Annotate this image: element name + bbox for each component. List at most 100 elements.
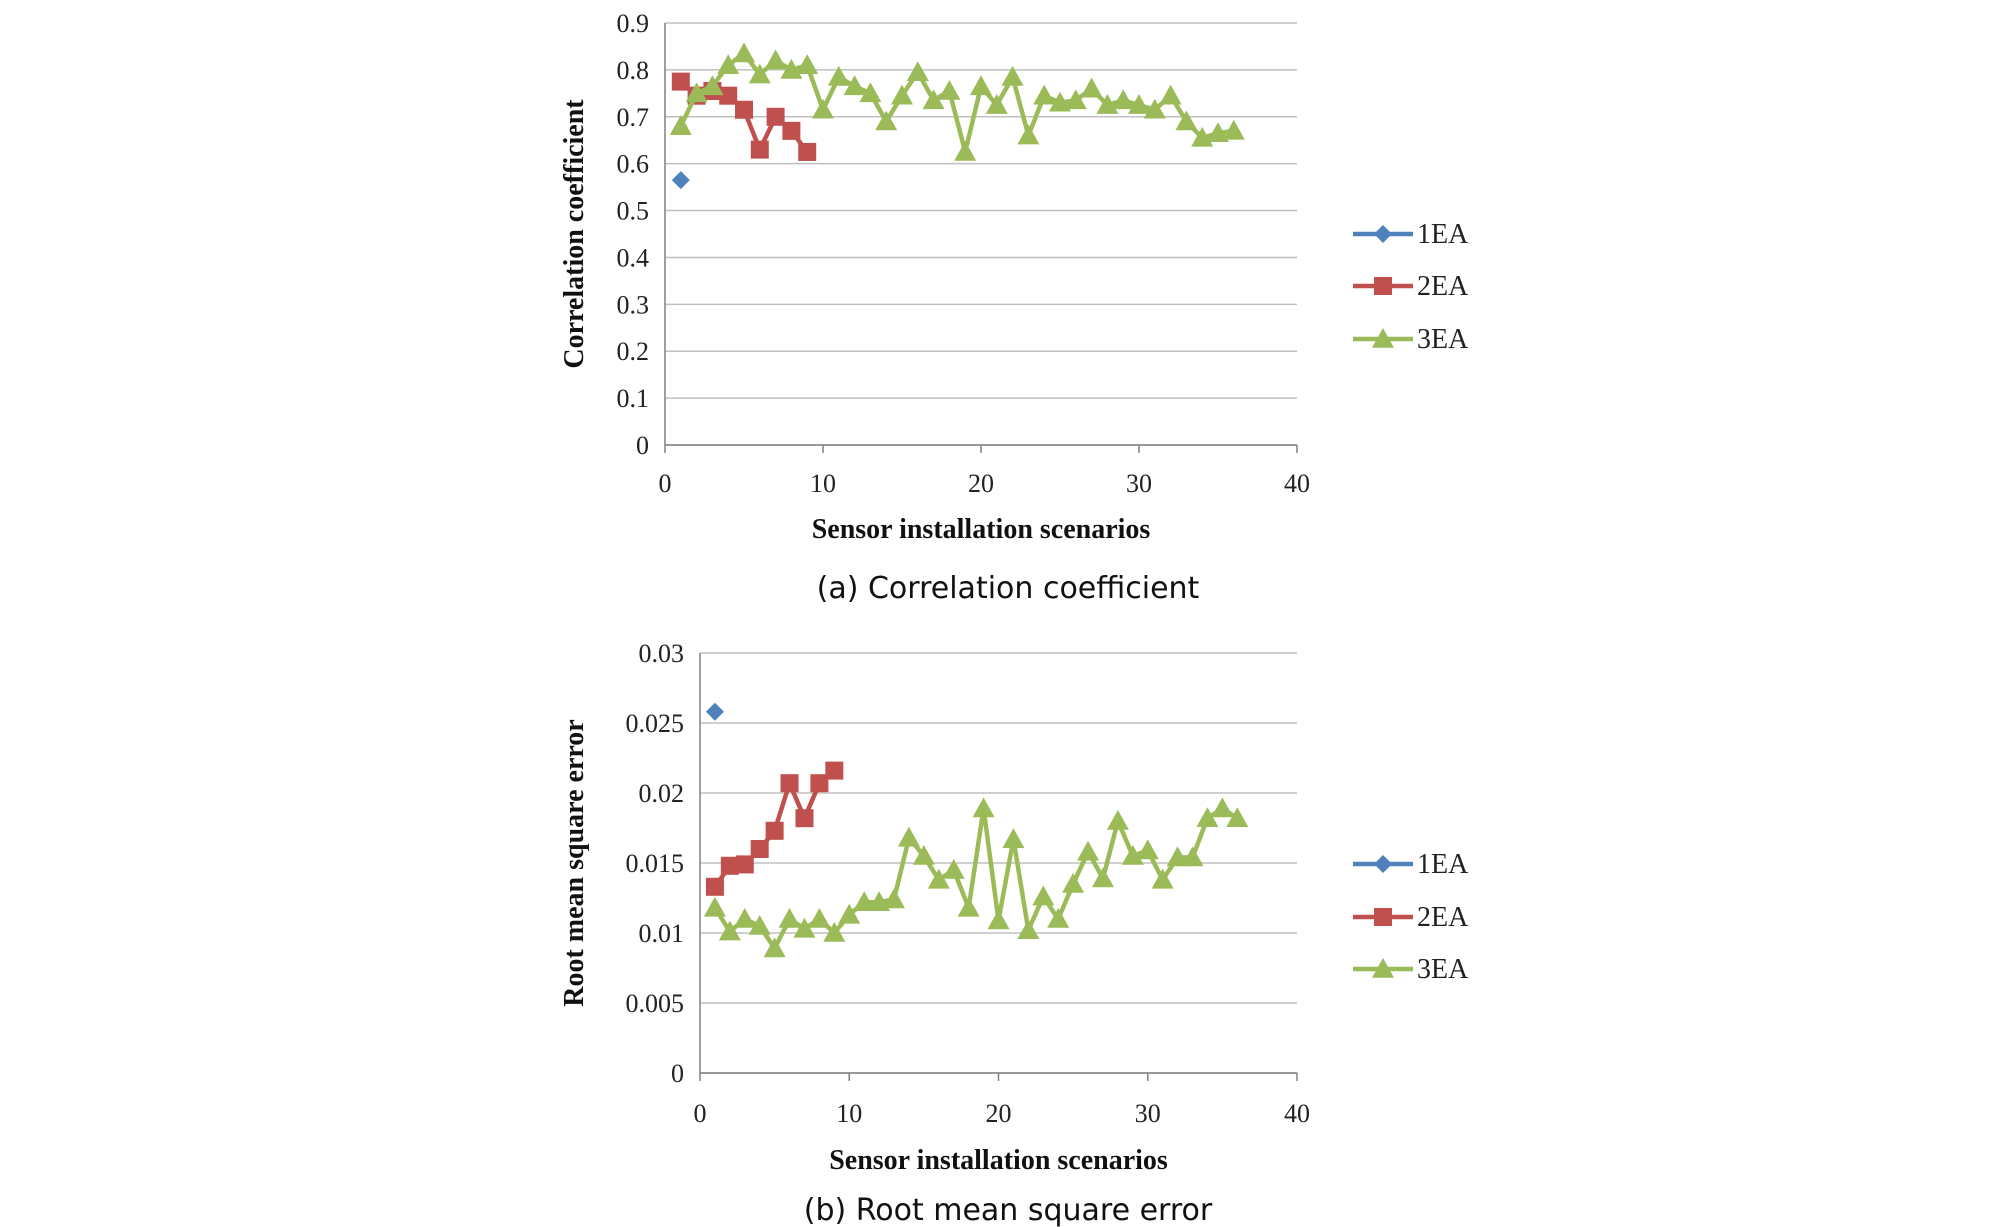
y-tick-label: 0 [671,1059,684,1088]
chart-a: 0 0.1 0.2 0.3 0.4 0.5 0.6 0.7 0.8 0.9 0 10 20 30 40 Sen… [559,9,1469,606]
data-point [750,140,769,159]
data-point [733,908,756,928]
data-point [733,42,755,63]
legend-label: 3EA [1417,954,1469,985]
data-point [843,75,866,96]
data-point [705,877,724,896]
legend-marker [1374,855,1392,873]
data-point [938,79,961,100]
data-point [1211,797,1234,818]
data-point [1062,873,1085,893]
data-point [1077,840,1100,861]
data-point [795,809,814,828]
data-point [782,121,801,140]
data-point [703,896,726,917]
x-tick-label: 0 [694,1099,707,1128]
data-point [1136,839,1159,860]
x-axis-title: Sensor installation scenarios [829,1145,1168,1176]
y-tick-label: 0.8 [617,56,650,85]
data-point [912,845,935,865]
y-tick-label: 0.7 [617,103,650,132]
y-tick-label: 0.015 [626,849,685,878]
data-point [669,115,692,135]
x-tick-label: 30 [1135,1099,1161,1128]
x-tick-label: 20 [986,1099,1012,1128]
data-point [875,110,898,131]
y-tick-label: 0.025 [626,709,685,738]
y-tick-label: 0.005 [626,989,685,1018]
legend-label: 2EA [1417,902,1469,933]
data-point [825,761,844,780]
data-point [954,140,977,161]
data-point [827,65,850,86]
data-point [1207,122,1229,142]
y-tick-label: 0.4 [617,243,650,272]
data-point [765,821,784,840]
data-point [1017,124,1040,145]
data-point [1064,89,1087,110]
data-point [810,774,829,793]
data-point [748,63,771,84]
data-point [972,797,995,818]
data-point [859,82,882,103]
data-point [942,859,965,879]
data-point [1159,84,1182,105]
data-point [1226,807,1249,827]
data-point [780,774,799,793]
data-point [1033,84,1056,105]
data-point [717,54,740,74]
y-axis-title: Correlation coefficient [559,99,590,369]
data-point [985,94,1008,114]
series-2ea [705,761,844,896]
y-tick-label: 0 [636,431,649,460]
data-point [906,61,929,82]
legend-marker [1374,908,1392,926]
data-point [922,89,945,110]
series-1ea [705,702,724,721]
data-point [1196,807,1219,827]
series-3ea [703,797,1249,958]
data-point [748,915,771,935]
data-point [1002,828,1025,848]
x-tick-label: 10 [836,1099,862,1128]
figure-caption: (a) Correlation coefficient [817,571,1200,606]
series-3ea [669,42,1245,161]
data-point [793,917,816,938]
legend-item-3ea: 3EA [1353,954,1469,985]
data-point [720,856,739,875]
data-point [718,920,741,941]
data-point [766,107,785,126]
data-point [812,98,834,119]
data-point [897,826,920,847]
legend-marker [1372,958,1394,978]
y-tick-label: 0.9 [617,9,650,38]
data-point [701,75,724,96]
data-point [1151,868,1174,889]
chart-b: 0 0.005 0.01 0.015 0.02 0.025 0.03 0 10 20 30 40 Sen… [559,639,1469,1227]
data-point [1128,94,1150,114]
y-tick-label: 0.5 [617,197,650,226]
data-point [1091,867,1114,888]
data-point [705,702,724,721]
legend-item-3ea: 3EA [1353,324,1469,355]
y-tick-label: 0.01 [639,919,685,948]
x-tick-label: 0 [659,469,672,498]
data-point [778,908,801,928]
x-tick-label: 40 [1284,469,1310,498]
legend-label: 1EA [1417,849,1469,880]
x-tick-label: 10 [810,469,836,498]
y-tick-label: 0.02 [639,779,685,808]
data-point [883,888,906,909]
data-point [970,75,992,96]
figure-caption: (b) Root mean square error [804,1193,1213,1227]
y-axis-title: Root mean square error [559,719,590,1006]
data-point [1121,845,1144,865]
x-tick-label: 30 [1126,469,1152,498]
data-point [1143,98,1166,119]
data-point [1112,89,1135,110]
data-point [735,100,753,119]
data-point [1049,91,1071,112]
data-point [735,855,754,874]
legend-item-1ea: 1EA [1353,849,1469,880]
